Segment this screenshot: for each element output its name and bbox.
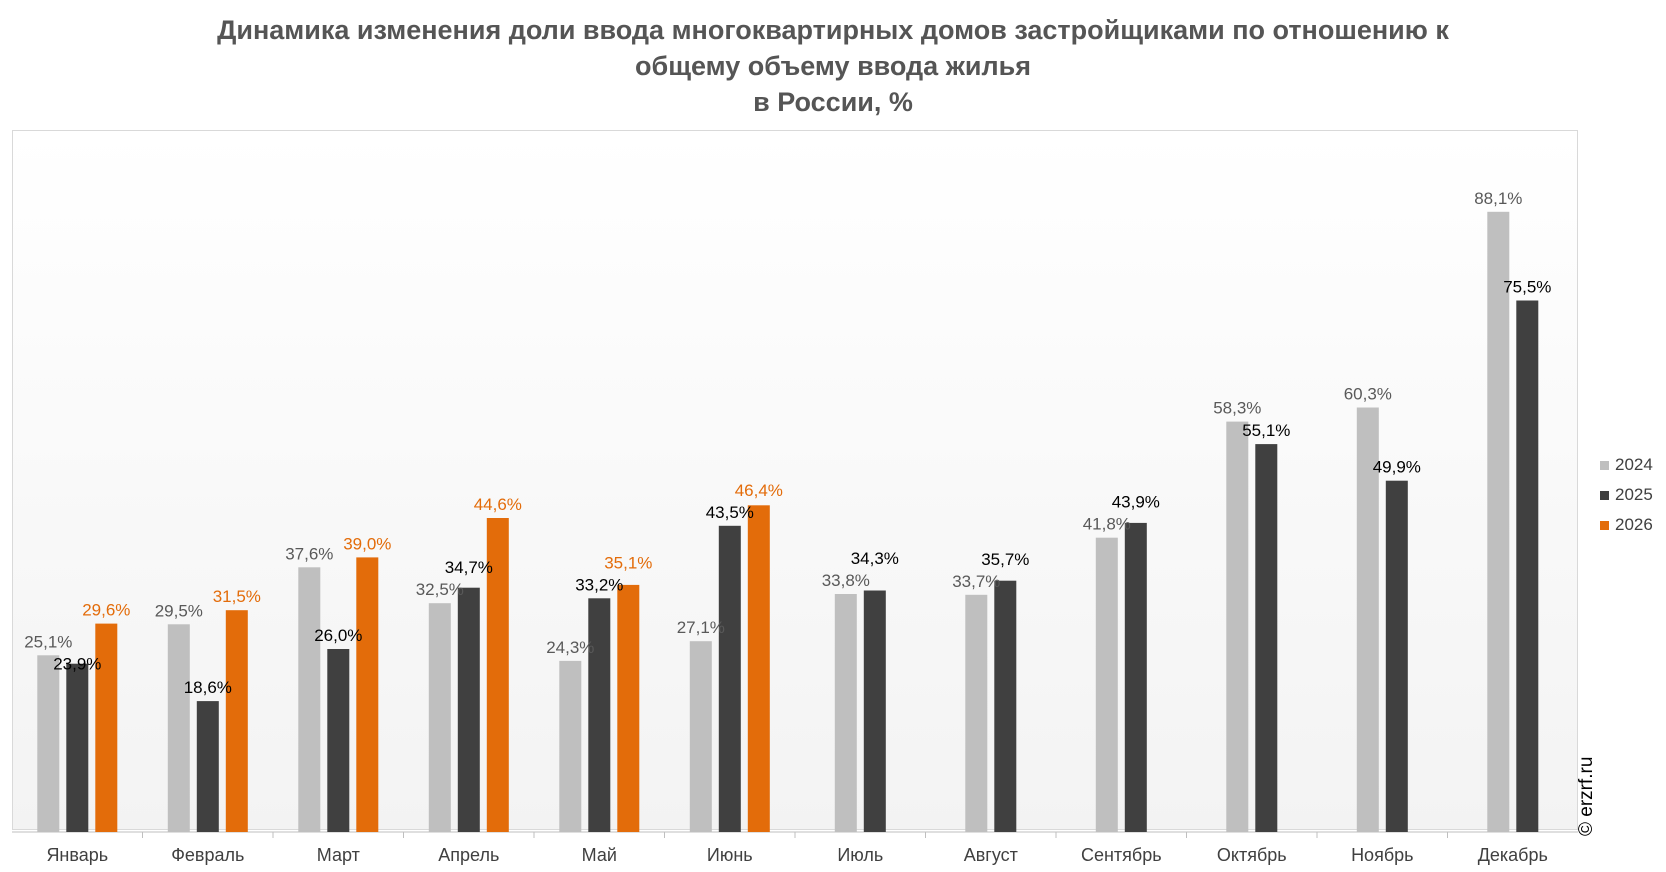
data-label-2025-6: 43,5% <box>706 503 754 522</box>
bar-2024-8 <box>965 594 988 832</box>
data-label-2024-9: 41,8% <box>1083 515 1131 534</box>
legend-swatch-2025 <box>1600 490 1609 500</box>
legend-swatch-2024 <box>1600 460 1609 470</box>
plot-area <box>12 130 1578 830</box>
legend-label-2025: 2025 <box>1615 485 1653 504</box>
data-label-2025-2: 18,6% <box>184 678 232 697</box>
watermark: © erzrf.ru <box>1576 756 1597 836</box>
bar-2025-11 <box>1385 480 1408 832</box>
x-tick-label-7: Июль <box>837 845 883 865</box>
x-tick-label-6: Июнь <box>707 845 753 865</box>
bar-2026-5 <box>617 584 640 832</box>
bar-2026-6 <box>747 505 770 832</box>
data-label-2025-1: 23,9% <box>53 654 101 673</box>
bar-2024-11 <box>1356 407 1379 832</box>
x-tick-label-8: Август <box>964 845 1018 865</box>
data-label-2025-9: 43,9% <box>1112 493 1160 512</box>
x-tick-label-12: Декабрь <box>1478 845 1548 865</box>
bar-2026-1 <box>95 623 118 832</box>
data-label-2025-11: 49,9% <box>1373 458 1421 477</box>
data-label-2025-4: 34,7% <box>445 558 493 577</box>
data-label-2024-4: 32,5% <box>416 580 464 599</box>
bar-2025-6 <box>718 525 741 832</box>
data-label-2025-10: 55,1% <box>1242 421 1290 440</box>
data-label-2024-6: 27,1% <box>677 618 725 637</box>
bar-2025-3 <box>327 649 350 832</box>
bar-2025-12 <box>1516 300 1539 832</box>
x-tick-label-4: Апрель <box>438 845 499 865</box>
bar-2025-7 <box>863 590 886 832</box>
x-tick-label-11: Ноябрь <box>1351 845 1413 865</box>
data-label-2024-11: 60,3% <box>1344 385 1392 404</box>
data-label-2026-1: 29,6% <box>82 601 130 620</box>
bar-2026-2 <box>225 610 248 832</box>
legend-item-2024: 2024 <box>1600 450 1653 480</box>
x-tick-label-5: Май <box>582 845 617 865</box>
data-label-2026-5: 35,1% <box>604 553 652 572</box>
data-label-2026-4: 44,6% <box>474 495 522 514</box>
bar-2024-9 <box>1095 537 1118 832</box>
chart-title-line-2: общему объему ввода жилья <box>635 51 1031 81</box>
bar-2024-6 <box>689 641 712 832</box>
chart-title-line-3: в России, % <box>753 87 913 117</box>
x-tick-label-1: Январь <box>46 845 108 865</box>
bar-2025-5 <box>588 598 611 832</box>
data-label-2024-10: 58,3% <box>1213 399 1261 418</box>
bar-2025-9 <box>1124 522 1147 832</box>
chart-title-line-1: Динамика изменения доли ввода многокварт… <box>217 15 1449 45</box>
bar-2024-1 <box>37 655 60 832</box>
data-label-2025-7: 34,3% <box>851 549 899 568</box>
legend-item-2025: 2025 <box>1600 480 1653 510</box>
data-label-2024-5: 24,3% <box>546 638 594 657</box>
legend-item-2026: 2026 <box>1600 510 1653 540</box>
data-label-2024-7: 33,8% <box>822 571 870 590</box>
x-tick-label-9: Сентябрь <box>1081 845 1162 865</box>
data-label-2024-8: 33,7% <box>952 572 1000 591</box>
bar-2025-1 <box>66 663 89 832</box>
bar-2024-3 <box>298 567 321 832</box>
data-label-2024-2: 29,5% <box>155 601 203 620</box>
x-tick-label-3: Март <box>317 845 360 865</box>
bar-2025-8 <box>994 580 1017 832</box>
data-label-2026-2: 31,5% <box>213 587 261 606</box>
bar-2024-5 <box>559 660 582 832</box>
bar-2024-7 <box>834 594 857 832</box>
data-label-2026-3: 39,0% <box>343 534 391 553</box>
legend-swatch-2026 <box>1600 520 1609 530</box>
data-label-2025-3: 26,0% <box>314 626 362 645</box>
legend-label-2024: 2024 <box>1615 455 1653 474</box>
bar-2025-2 <box>196 701 219 832</box>
bar-2025-10 <box>1255 444 1278 832</box>
bar-2026-3 <box>356 557 379 832</box>
data-label-2024-12: 88,1% <box>1474 189 1522 208</box>
data-label-2025-8: 35,7% <box>981 550 1029 569</box>
legend: 2024 2025 2026 <box>1600 450 1653 540</box>
data-label-2026-6: 46,4% <box>735 481 783 500</box>
bar-2024-2 <box>167 624 190 832</box>
bar-2024-10 <box>1226 421 1249 832</box>
bar-2024-12 <box>1487 211 1510 833</box>
data-label-2024-3: 37,6% <box>285 544 333 563</box>
legend-label-2026: 2026 <box>1615 515 1653 534</box>
chart-title: Динамика изменения доли ввода многокварт… <box>0 12 1666 120</box>
data-label-2025-5: 33,2% <box>575 575 623 594</box>
data-label-2024-1: 25,1% <box>24 632 72 651</box>
data-label-2025-12: 75,5% <box>1503 278 1551 297</box>
x-tick-label-10: Октябрь <box>1217 845 1287 865</box>
x-tick-label-2: Февраль <box>171 845 244 865</box>
bar-2026-4 <box>486 518 509 832</box>
bar-2025-4 <box>457 587 480 832</box>
bar-2024-4 <box>428 603 451 832</box>
